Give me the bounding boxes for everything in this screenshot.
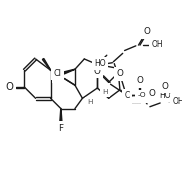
Text: O: O bbox=[136, 76, 143, 85]
Text: OH: OH bbox=[152, 40, 163, 49]
Text: H: H bbox=[87, 99, 93, 105]
Polygon shape bbox=[63, 69, 75, 74]
Text: O: O bbox=[5, 82, 13, 92]
Text: HO: HO bbox=[94, 59, 106, 68]
Text: F: F bbox=[58, 124, 63, 133]
Text: ·····: ····· bbox=[137, 96, 147, 101]
Text: -OH: -OH bbox=[137, 93, 151, 99]
Text: ·····: ····· bbox=[132, 101, 142, 106]
Text: OH: OH bbox=[172, 97, 182, 106]
Text: HO: HO bbox=[159, 91, 171, 100]
Text: H: H bbox=[102, 89, 108, 95]
Text: O: O bbox=[116, 70, 123, 78]
Text: O: O bbox=[148, 89, 155, 98]
Text: O: O bbox=[94, 67, 101, 76]
Text: O: O bbox=[144, 27, 151, 36]
Polygon shape bbox=[42, 58, 51, 70]
Text: Cl: Cl bbox=[54, 71, 62, 80]
Text: C: C bbox=[125, 91, 130, 100]
Text: Cl: Cl bbox=[53, 68, 61, 77]
Polygon shape bbox=[60, 109, 62, 122]
Text: O: O bbox=[161, 82, 168, 91]
